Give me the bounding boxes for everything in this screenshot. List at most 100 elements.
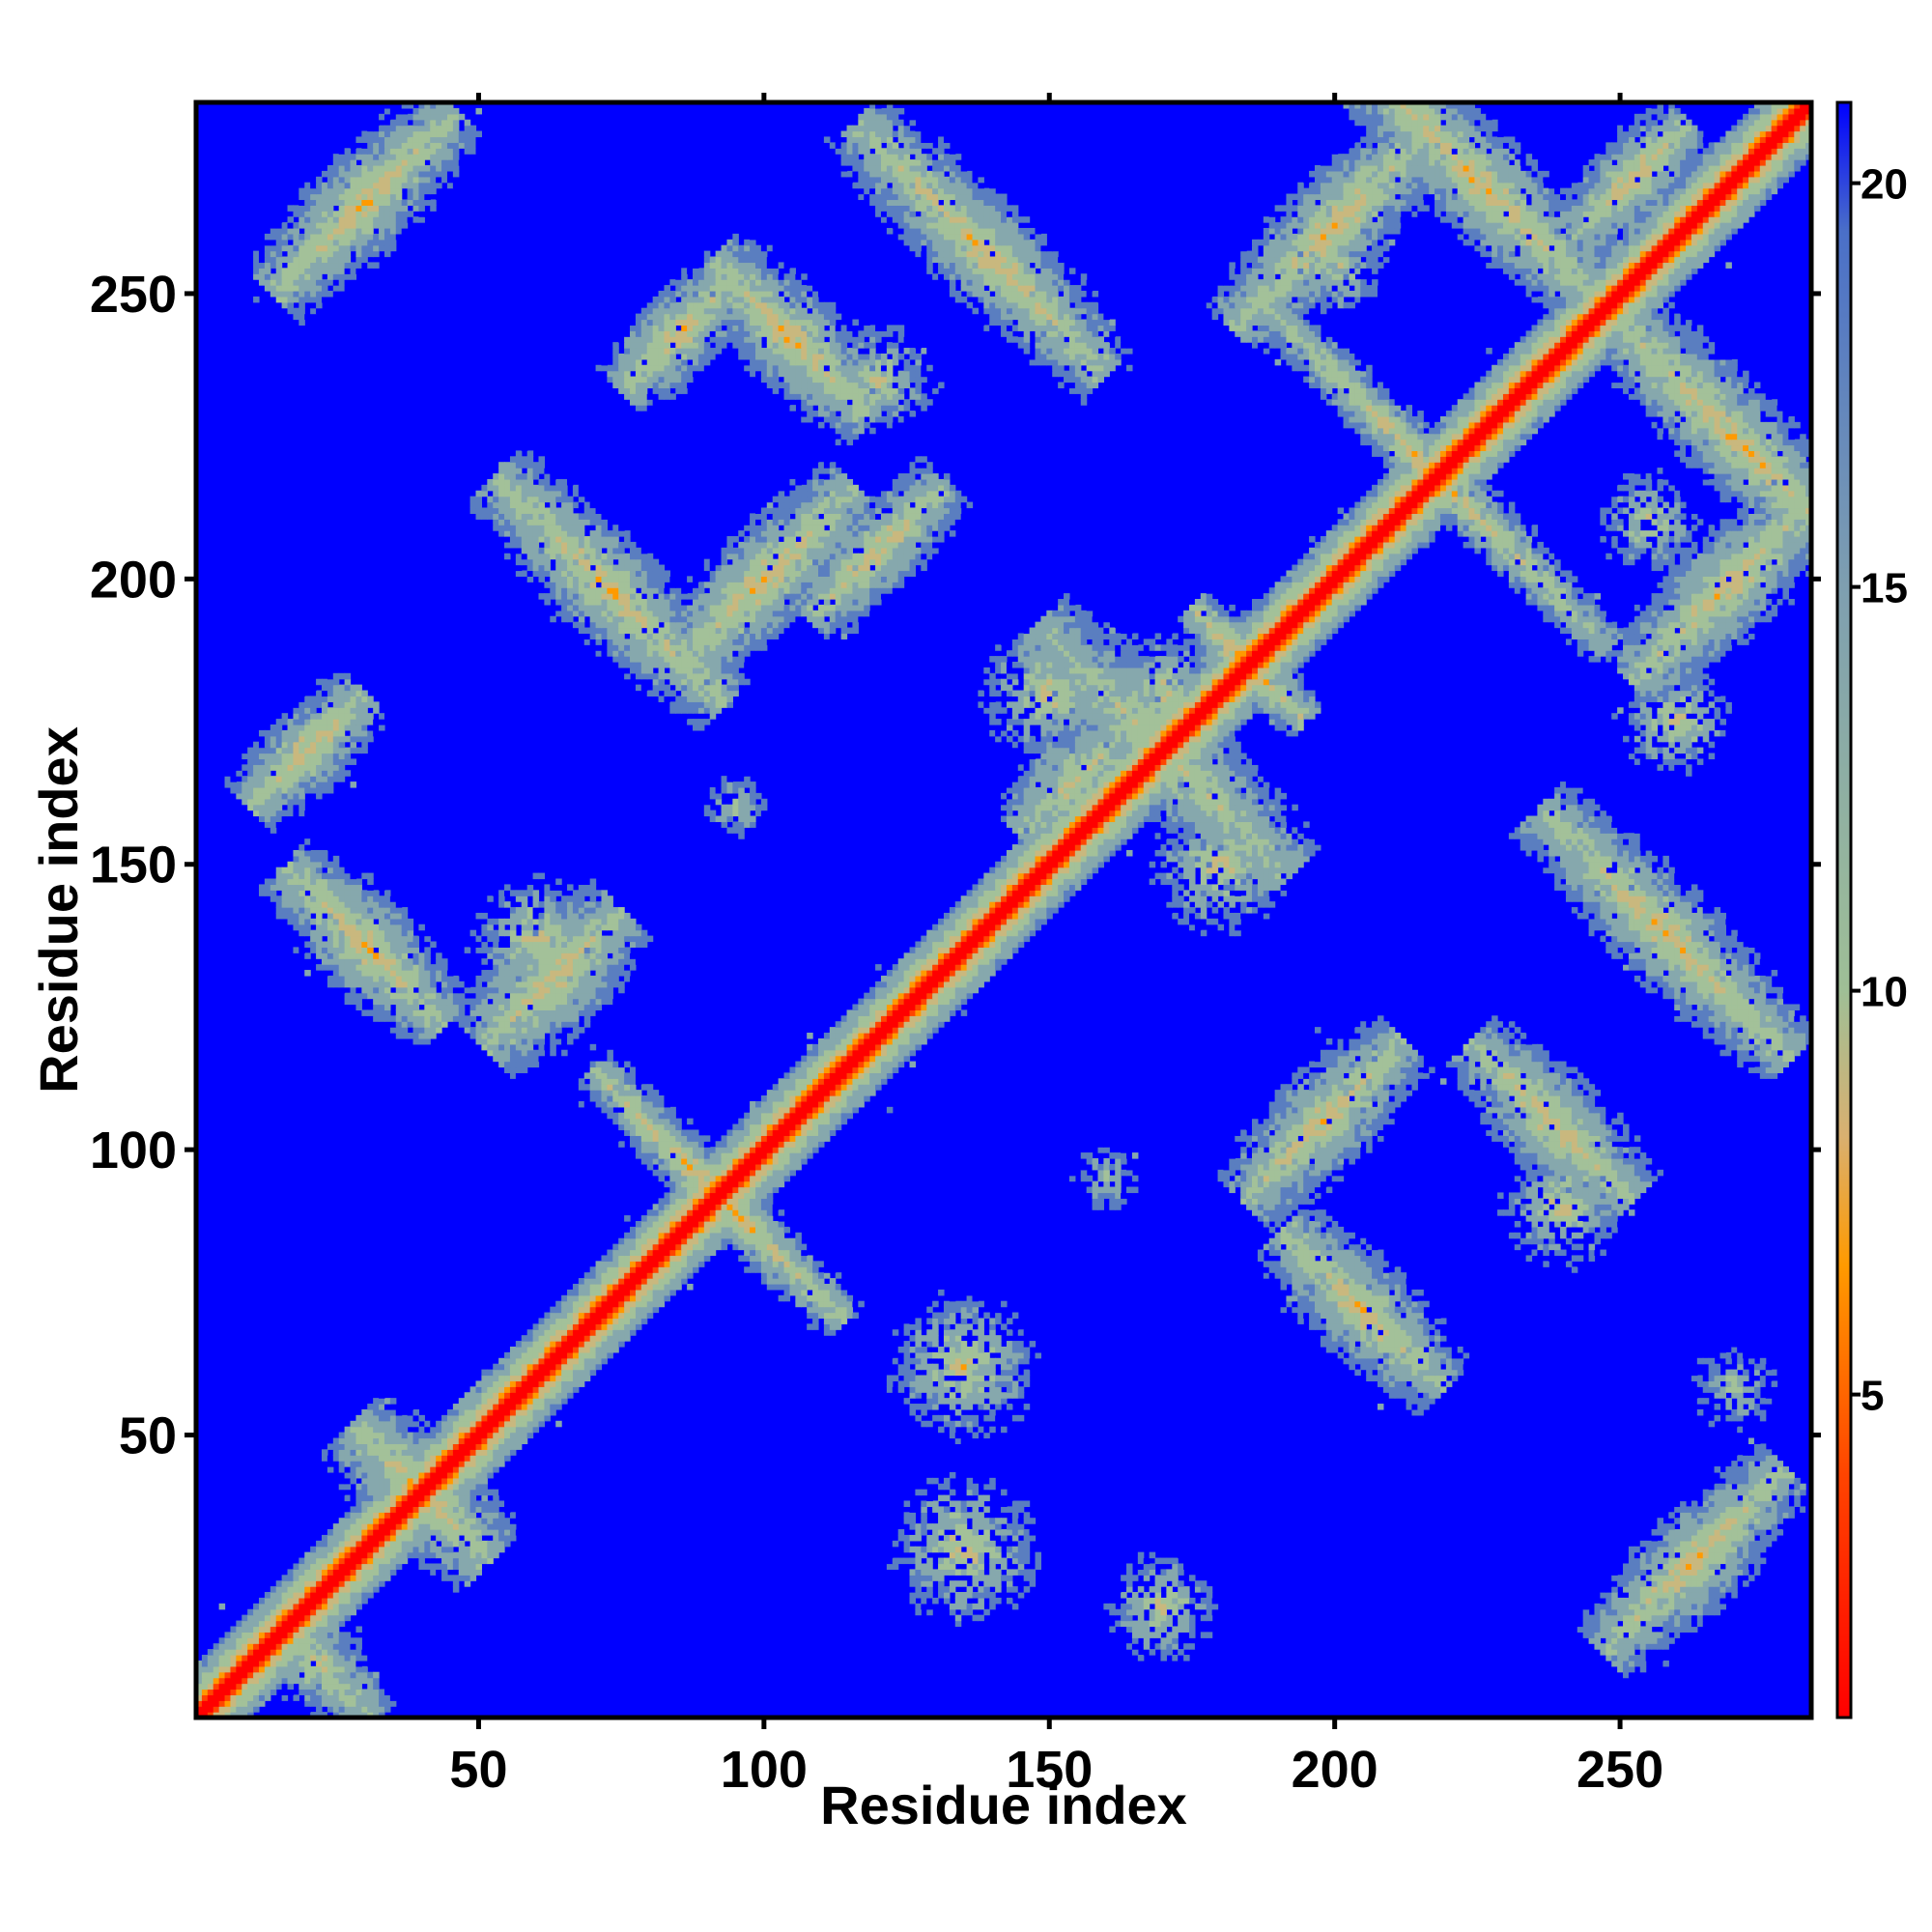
heatmap-cell bbox=[1337, 1266, 1345, 1273]
heatmap-cell bbox=[532, 1329, 540, 1336]
heatmap-cell bbox=[607, 1346, 613, 1353]
heatmap-cell bbox=[1406, 1357, 1413, 1365]
heatmap-cell bbox=[1696, 1518, 1704, 1524]
heatmap-cell bbox=[287, 1626, 295, 1633]
heatmap-cell bbox=[1696, 1512, 1704, 1519]
heatmap-cell bbox=[446, 1540, 454, 1548]
heatmap-cell bbox=[298, 1557, 305, 1565]
heatmap-cell bbox=[430, 1437, 437, 1445]
heatmap-cell bbox=[1674, 1592, 1681, 1599]
heatmap-cell bbox=[344, 1546, 352, 1553]
heatmap-cell bbox=[407, 1523, 414, 1530]
heatmap-cell bbox=[1325, 1318, 1333, 1324]
heatmap-cell bbox=[1429, 1375, 1435, 1382]
heatmap-cell bbox=[498, 1455, 505, 1462]
heatmap-cell bbox=[1776, 1477, 1784, 1485]
heatmap-cell bbox=[1451, 1351, 1459, 1359]
heatmap-cell bbox=[1737, 1500, 1744, 1507]
heatmap-cell bbox=[1737, 1455, 1744, 1462]
heatmap-cell bbox=[966, 1289, 974, 1296]
heatmap-cell bbox=[424, 1483, 431, 1491]
heatmap-cell bbox=[583, 1306, 591, 1314]
heatmap-cell bbox=[436, 1466, 442, 1473]
heatmap-cell bbox=[1748, 1471, 1755, 1479]
heatmap-cell bbox=[310, 1557, 317, 1565]
heatmap-cell bbox=[652, 1261, 660, 1267]
heatmap-cell bbox=[972, 1512, 980, 1519]
heatmap-cell bbox=[504, 1363, 511, 1371]
heatmap-cell bbox=[430, 1449, 437, 1456]
heatmap-cell bbox=[1417, 1398, 1424, 1405]
heatmap-cell bbox=[1782, 1523, 1789, 1530]
heatmap-cell bbox=[1343, 1249, 1350, 1257]
heatmap-cell bbox=[750, 1204, 756, 1210]
heatmap-cell bbox=[595, 1306, 603, 1314]
heatmap-cell bbox=[903, 1341, 911, 1348]
heatmap-cell bbox=[595, 1272, 603, 1279]
heatmap-cell bbox=[469, 1404, 477, 1410]
heatmap-cell bbox=[446, 1455, 454, 1462]
heatmap-cell bbox=[544, 1369, 551, 1377]
heatmap-cell bbox=[589, 1363, 597, 1371]
heatmap-cell bbox=[281, 1620, 289, 1628]
heatmap-cell bbox=[275, 1586, 283, 1593]
heatmap-cell bbox=[1017, 1523, 1025, 1530]
heatmap-cell bbox=[1719, 1557, 1726, 1565]
heatmap-cell bbox=[373, 1518, 380, 1524]
heatmap-cell bbox=[1372, 1255, 1378, 1262]
heatmap-cell bbox=[840, 1294, 848, 1302]
heatmap-cell bbox=[1634, 1575, 1641, 1581]
heatmap-cell bbox=[236, 1677, 242, 1685]
heatmap-cell bbox=[595, 1318, 603, 1324]
heatmap-cell bbox=[1731, 1449, 1738, 1456]
heatmap-cell bbox=[310, 1608, 317, 1616]
heatmap-cell bbox=[630, 1255, 637, 1262]
heatmap-cell bbox=[1686, 1597, 1692, 1605]
heatmap-cell bbox=[344, 1483, 352, 1491]
heatmap-cell bbox=[458, 1398, 466, 1405]
heatmap-cell bbox=[475, 1408, 483, 1416]
heatmap-cell bbox=[835, 1294, 842, 1302]
heatmap-cell bbox=[1690, 1500, 1698, 1507]
heatmap-cell bbox=[1360, 1255, 1367, 1262]
heatmap-cell bbox=[304, 1620, 311, 1628]
heatmap-cell bbox=[1011, 1346, 1019, 1353]
heatmap-cell bbox=[1617, 1580, 1624, 1587]
heatmap-cell bbox=[316, 1575, 323, 1581]
heatmap-cell bbox=[601, 1272, 608, 1279]
heatmap-cell bbox=[1121, 1614, 1127, 1622]
heatmap-cell bbox=[624, 1215, 631, 1222]
heatmap-cell bbox=[1543, 1204, 1549, 1210]
heatmap-cell bbox=[458, 1489, 466, 1496]
heatmap-cell bbox=[293, 1614, 299, 1622]
heatmap-cell bbox=[515, 1369, 523, 1377]
heatmap-cell bbox=[1366, 1261, 1373, 1267]
heatmap-cell bbox=[640, 1232, 648, 1239]
heatmap-cell bbox=[1702, 1586, 1710, 1593]
heatmap-cell bbox=[823, 1266, 831, 1273]
heatmap-cell bbox=[458, 1471, 466, 1479]
heatmap-cell bbox=[441, 1494, 448, 1502]
heatmap-cell bbox=[373, 1671, 380, 1679]
heatmap-cell bbox=[1690, 1540, 1698, 1548]
heatmap-cell bbox=[652, 1278, 660, 1285]
heatmap-cell bbox=[379, 1455, 385, 1462]
heatmap-cell bbox=[230, 1626, 237, 1633]
heatmap-cell bbox=[1645, 1586, 1653, 1593]
heatmap-cell bbox=[687, 1232, 694, 1239]
heatmap-cell bbox=[1725, 1351, 1732, 1359]
heatmap-cell bbox=[481, 1408, 488, 1416]
heatmap-cell bbox=[1725, 1569, 1732, 1576]
heatmap-cell bbox=[407, 1534, 414, 1542]
heatmap-cell bbox=[1645, 1626, 1653, 1633]
heatmap-cell bbox=[807, 1243, 813, 1251]
heatmap-cell bbox=[760, 1204, 768, 1210]
heatmap-cell bbox=[1292, 1300, 1298, 1308]
heatmap-cell bbox=[658, 1289, 666, 1296]
heatmap-cell bbox=[469, 1557, 477, 1565]
heatmap-cell bbox=[595, 1266, 603, 1273]
heatmap-cell bbox=[475, 1455, 483, 1462]
heatmap-cell bbox=[915, 1523, 922, 1530]
heatmap-cell bbox=[1725, 1398, 1732, 1405]
heatmap-cell bbox=[384, 1432, 391, 1439]
